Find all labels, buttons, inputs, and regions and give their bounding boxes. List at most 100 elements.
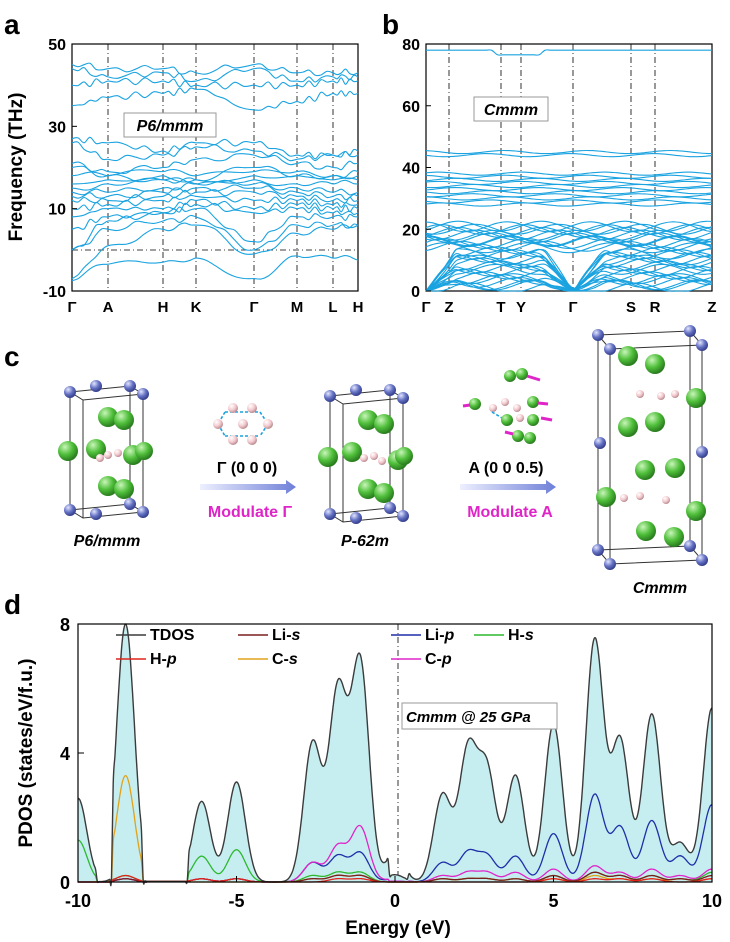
legend-orbital: p — [166, 651, 177, 668]
band-13 — [425, 183, 713, 189]
xtick-label: L — [328, 299, 337, 316]
ytick-label: -10 — [43, 284, 66, 301]
band-39 — [425, 224, 713, 236]
xtick-label: T — [496, 299, 505, 316]
band-9 — [71, 179, 359, 196]
band-40 — [425, 221, 713, 233]
modulate-a-arrow — [460, 480, 556, 494]
band-16 — [71, 136, 359, 160]
band-24 — [425, 265, 713, 292]
legend-label-TDOS: TDOS — [150, 627, 195, 644]
band-25 — [425, 262, 713, 292]
band-41 — [425, 199, 713, 204]
panel-c-label: c — [4, 341, 20, 372]
band-3 — [71, 206, 359, 251]
ytick-label: 50 — [48, 37, 66, 54]
modulate-gamma-label: Modulate Γ — [208, 504, 293, 521]
legend-label-Li-p: Li-p — [425, 627, 455, 644]
band-14 — [425, 177, 713, 182]
band-6 — [71, 194, 359, 211]
panel-d-xticks: -10 -5 0 5 10 — [65, 876, 722, 911]
legend-element: H- — [508, 627, 525, 644]
legend-label-C-p: C-p — [425, 651, 452, 668]
structure-2-label: P-62m — [341, 533, 389, 550]
band-8 — [71, 184, 359, 201]
legend-orbital: s — [525, 627, 534, 644]
pressure-annotation-box — [401, 702, 558, 730]
xtick-label: K — [191, 299, 202, 316]
panel-c: c P6/mmm — [4, 325, 708, 597]
xtick-label: -10 — [65, 891, 91, 911]
band-17 — [425, 49, 712, 56]
xtick-label: A — [103, 299, 114, 316]
band-7 — [71, 189, 359, 204]
pdos-legend: TDOS Li-s Li-p H-sH-p C-s C-p — [116, 627, 534, 668]
legend-element: Li- — [425, 627, 445, 644]
panel-a-bands — [71, 62, 359, 282]
xtick-label: 10 — [702, 891, 722, 911]
band-11 — [425, 196, 713, 201]
ytick-label: 0 — [411, 284, 420, 301]
band-33 — [425, 240, 713, 252]
gamma-mode-motif — [213, 403, 273, 445]
ytick-label: 0 — [60, 873, 70, 893]
xtick-label: Z — [707, 299, 716, 316]
band-13 — [71, 165, 359, 184]
band-1 — [71, 222, 359, 280]
xtick-label: S — [626, 299, 636, 316]
band-14 — [71, 153, 359, 174]
band-32 — [425, 243, 713, 292]
xtick-label: Γ — [568, 299, 577, 316]
ytick-label: 10 — [48, 202, 66, 219]
panel-d-yticks: 8 4 0 — [60, 615, 84, 893]
legend-label-H-s: H-s — [508, 627, 534, 644]
band-11 — [71, 175, 359, 185]
band-10 — [425, 202, 713, 207]
legend-label-H-p: H-p — [150, 651, 177, 668]
band-19 — [71, 67, 359, 83]
ytick-label: 4 — [60, 744, 70, 764]
structure-cmmm — [592, 325, 708, 570]
panel-a-phase-label: P6/mmm — [137, 118, 204, 135]
tdos-area — [78, 624, 712, 882]
xtick-label: Γ — [67, 299, 76, 316]
modulate-a-label: Modulate A — [467, 504, 553, 521]
band-36 — [425, 232, 713, 244]
panel-a-phase-box — [123, 112, 217, 138]
band-45 — [425, 174, 713, 179]
ytick-label: 80 — [402, 37, 420, 54]
legend-element: Li- — [272, 627, 292, 644]
panel-b-bands — [425, 49, 713, 292]
legend-label-C-s: C-s — [272, 651, 298, 668]
band-16 — [425, 149, 713, 155]
a-mode-motif — [462, 368, 553, 444]
panel-d: d 8 4 0 -10 -5 0 5 10 PDOS (states/eV/f.u.) En… — [4, 589, 722, 939]
panel-b-label: b — [382, 9, 399, 40]
band-34 — [425, 237, 713, 249]
band-15 — [71, 141, 359, 162]
panel-a-label: a — [4, 9, 20, 40]
panel-a-ylabel: Frequency (THz) — [6, 93, 27, 242]
band-10 — [71, 177, 359, 191]
band-4 — [71, 202, 359, 230]
band-20 — [71, 62, 359, 77]
legend-label-Li-s: Li-s — [272, 627, 301, 644]
band-18 — [71, 77, 359, 90]
band-5 — [71, 198, 359, 218]
band-42 — [425, 193, 713, 198]
band-44 — [425, 180, 713, 186]
band-43 — [425, 187, 713, 192]
annotation-text: Cmmm @ 25 GPa — [406, 709, 531, 726]
xtick-label: H — [158, 299, 169, 316]
legend-element: H- — [150, 651, 167, 668]
ytick-label: 20 — [402, 222, 420, 239]
xtick-label: Y — [516, 299, 526, 316]
gamma-mode-label: Γ (0 0 0) — [217, 460, 277, 477]
legend-orbital: s — [292, 627, 301, 644]
xtick-label: R — [650, 299, 661, 316]
band-2 — [71, 214, 359, 251]
